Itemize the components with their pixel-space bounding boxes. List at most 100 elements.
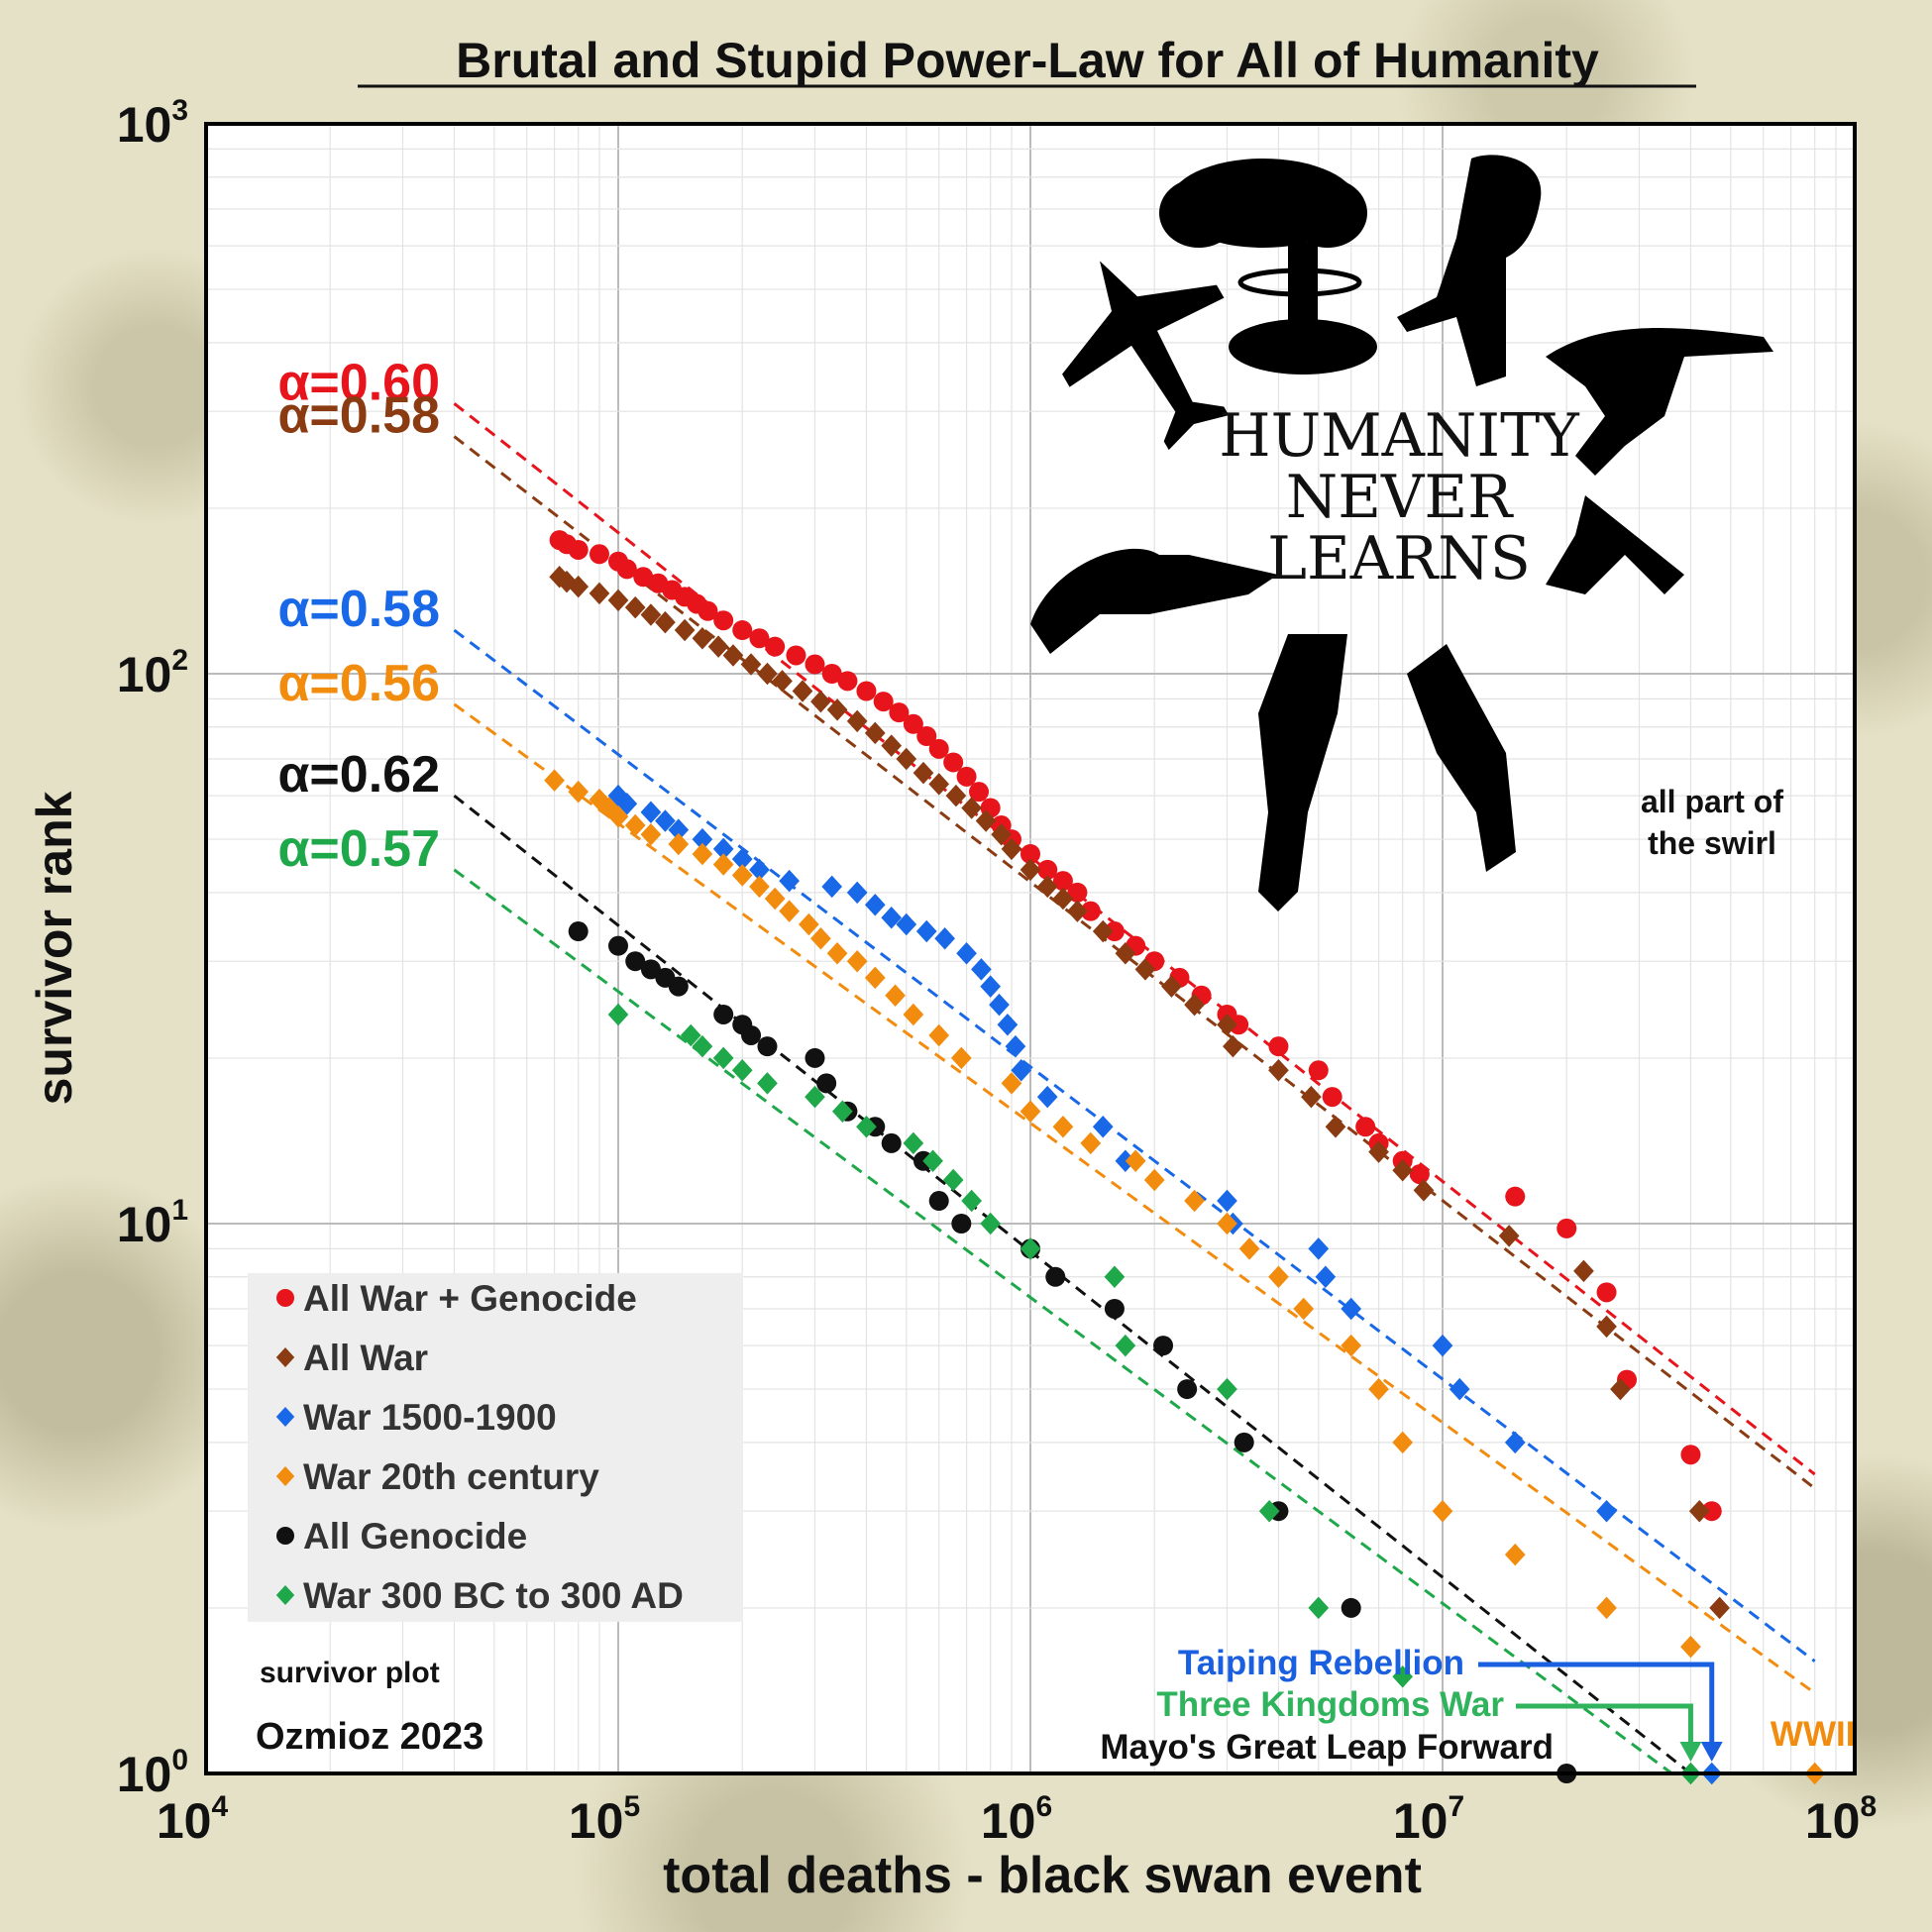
fit-line-all-genocide xyxy=(453,794,1692,1775)
point-all-war-genocide xyxy=(969,782,990,803)
swirl-silhouettes: HUMANITY NEVER LEARNS xyxy=(1030,155,1773,912)
point-all-war xyxy=(1217,1013,1237,1036)
point-all-war-genocide xyxy=(1505,1186,1526,1207)
point-all-war-genocide xyxy=(805,654,825,675)
point-all-war-genocide xyxy=(873,692,894,712)
point-war-300-bc-to-300-ad xyxy=(757,1072,778,1095)
point-all-war xyxy=(1092,919,1114,943)
point-war-300-bc-to-300-ad xyxy=(961,1189,983,1213)
point-all-war xyxy=(1610,1377,1631,1401)
point-war-1500-1900 xyxy=(989,993,1010,1017)
legend-label-all-war: All War xyxy=(303,1338,428,1378)
fit-line-war-300-bc-to-300-ad xyxy=(453,868,1673,1775)
arrow-head-taiping-rebellion xyxy=(1700,1742,1723,1762)
point-all-war xyxy=(846,709,868,733)
point-all-war xyxy=(674,618,696,642)
point-all-war xyxy=(1223,1034,1243,1058)
point-war-300-bc-to-300-ad xyxy=(903,1131,924,1155)
alpha-label-war-300-bc-to-300-ad: α=0.57 xyxy=(277,820,440,878)
legend-marker-all-war-genocide xyxy=(276,1289,294,1307)
point-all-war xyxy=(1368,1140,1389,1163)
point-war-1500-1900 xyxy=(640,801,662,824)
never-word: NEVER xyxy=(1286,463,1514,532)
chart-title-group: Brutal and Stupid Power-Law for All of H… xyxy=(358,33,1696,88)
point-all-genocide xyxy=(668,976,689,997)
point-war-300-bc-to-300-ad xyxy=(712,1046,734,1070)
point-war-1500-1900 xyxy=(956,942,977,965)
point-war-1500-1900 xyxy=(1504,1431,1526,1454)
point-war-1500-1900 xyxy=(1005,1034,1026,1058)
event-arrow-three-kingdoms-war xyxy=(1516,1703,1693,1746)
arrow-head-three-kingdoms-war xyxy=(1679,1742,1702,1762)
point-war-1500-1900 xyxy=(971,958,992,981)
point-all-war xyxy=(692,626,713,650)
point-all-genocide xyxy=(625,951,646,972)
legend-marker-war-1500-1900 xyxy=(275,1407,295,1427)
point-war-1500-1900 xyxy=(655,809,676,832)
point-all-war xyxy=(1036,875,1058,899)
point-all-war xyxy=(1573,1259,1594,1283)
point-all-war xyxy=(1596,1315,1617,1339)
point-all-war xyxy=(1498,1225,1520,1247)
fit-line-all-war-genocide xyxy=(453,402,1816,1476)
plot-frame xyxy=(204,122,1857,1775)
point-all-war xyxy=(740,653,762,676)
point-all-war xyxy=(945,784,967,807)
point-war-20th-century xyxy=(1596,1596,1617,1620)
point-war-20th-century xyxy=(1184,1189,1205,1213)
alpha-labels: α=0.60α=0.58α=0.58α=0.56α=0.62α=0.57 xyxy=(277,354,440,878)
alpha-label-war-20th-century: α=0.56 xyxy=(277,655,440,712)
x-tick-label: 106 xyxy=(981,1790,1052,1849)
legend-marker-all-war xyxy=(275,1347,295,1367)
point-war-20th-century xyxy=(1432,1499,1453,1523)
point-all-war-genocide xyxy=(1067,882,1088,903)
point-all-genocide xyxy=(568,921,589,942)
point-all-war-genocide xyxy=(821,664,842,684)
point-all-war-genocide xyxy=(928,738,949,759)
legend-label-all-war-genocide: All War + Genocide xyxy=(303,1278,637,1319)
point-war-300-bc-to-300-ad xyxy=(1020,1237,1041,1260)
point-war-1500-1900 xyxy=(821,875,843,899)
point-all-war xyxy=(1115,942,1136,965)
legend-label-war-1500-1900: War 1500-1900 xyxy=(303,1397,557,1438)
point-all-war xyxy=(1413,1179,1435,1202)
point-war-300-bc-to-300-ad xyxy=(980,1212,1002,1235)
point-all-war-genocide xyxy=(1680,1445,1701,1465)
fit-lines xyxy=(453,402,1816,1775)
point-all-war xyxy=(1067,900,1088,922)
point-war-1500-1900 xyxy=(1217,1189,1237,1213)
point-war-20th-century xyxy=(1341,1334,1362,1357)
point-all-war-genocide xyxy=(1104,921,1125,942)
fit-line-war-1500-1900 xyxy=(453,628,1816,1663)
point-all-war-genocide xyxy=(786,645,806,666)
point-all-war xyxy=(1161,975,1182,998)
point-all-war xyxy=(896,747,917,771)
point-all-genocide xyxy=(1177,1379,1198,1400)
point-war-1500-1900 xyxy=(749,858,770,882)
point-war-1500-1900 xyxy=(1036,1085,1058,1109)
point-war-1500-1900 xyxy=(915,919,937,943)
x-tick-label: 105 xyxy=(569,1790,640,1849)
fit-line-all-war xyxy=(453,435,1816,1490)
point-war-20th-century xyxy=(1504,1543,1526,1566)
point-war-20th-century xyxy=(1680,1635,1701,1659)
x-tick-label: 108 xyxy=(1805,1790,1877,1849)
point-war-300-bc-to-300-ad xyxy=(607,1003,629,1026)
point-war-300-bc-to-300-ad xyxy=(942,1168,964,1192)
point-war-1500-1900 xyxy=(1315,1265,1337,1289)
point-all-war-genocide xyxy=(616,559,637,580)
point-all-war-genocide xyxy=(1020,843,1040,864)
y-tick-label: 102 xyxy=(117,644,188,702)
point-war-20th-century xyxy=(1125,1149,1146,1173)
point-war-300-bc-to-300-ad xyxy=(1308,1596,1330,1620)
legend-label-war-300-bc-to-300-ad: War 300 BC to 300 AD xyxy=(303,1575,684,1616)
point-all-war-genocide xyxy=(943,752,964,773)
point-all-war xyxy=(1268,1059,1289,1082)
point-war-20th-century xyxy=(712,853,734,876)
event-label-taiping-rebellion: Taiping Rebellion xyxy=(1178,1644,1464,1682)
point-all-war xyxy=(912,761,934,785)
event-arrow-taiping-rebellion xyxy=(1478,1662,1715,1746)
point-all-war xyxy=(826,698,848,721)
point-war-1500-1900 xyxy=(1449,1377,1470,1401)
